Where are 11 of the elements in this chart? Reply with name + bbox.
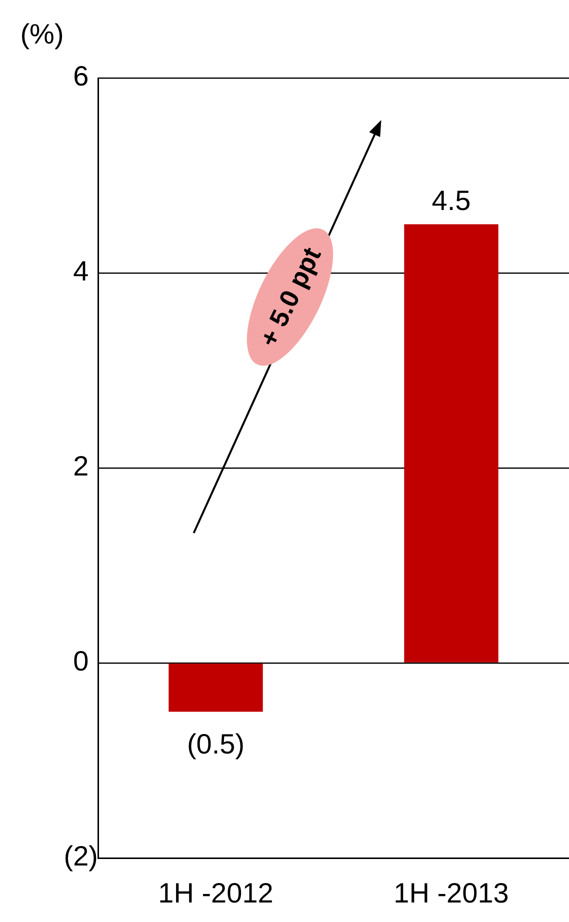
- y-tick-label: 0: [73, 646, 89, 677]
- y-tick-label: 6: [73, 60, 89, 92]
- x-tick-label: 1H -2013: [394, 878, 509, 909]
- annotation: + 5.0 ppt: [228, 216, 350, 378]
- y-tick-label: (2): [64, 840, 98, 872]
- data-label: (0.5): [186, 728, 245, 760]
- y-axis-title: (%): [20, 18, 64, 50]
- x-tick-label: 1H -2012: [158, 878, 274, 909]
- y-tick-label: 2: [73, 450, 89, 482]
- y-tick-label: 4: [73, 256, 89, 287]
- data-label: 4.5: [432, 184, 471, 216]
